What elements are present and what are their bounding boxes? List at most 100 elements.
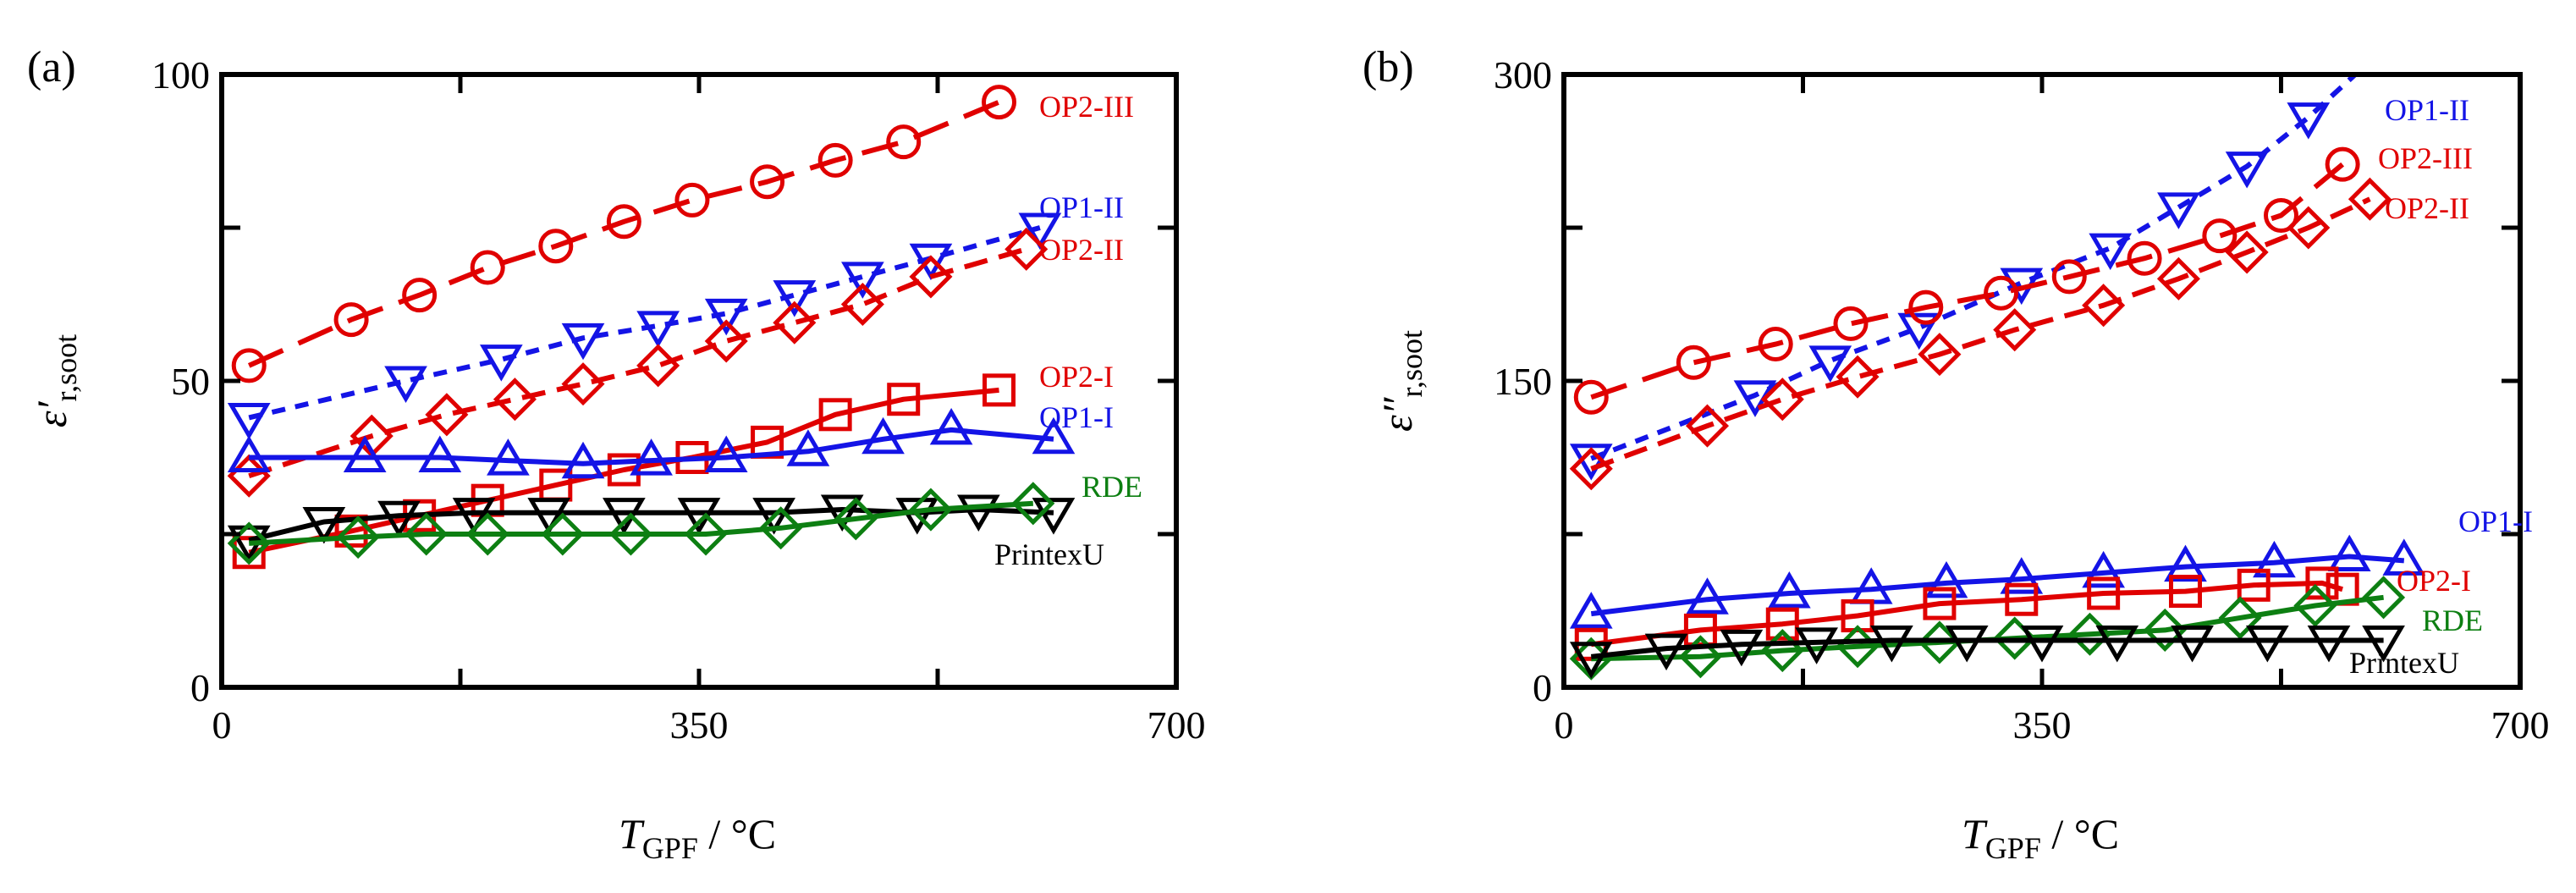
data-point (2157, 192, 2200, 229)
series-op1-i (1569, 534, 2426, 629)
data-point (2051, 259, 2087, 295)
data-point (1686, 577, 1729, 615)
data-point (1870, 625, 1913, 663)
data-point (2143, 608, 2187, 652)
y-tick-label: 150 (1494, 360, 1552, 403)
y-tick-label: 0 (1533, 666, 1552, 709)
panel-a: 0 350 700 0 50 100 (a) TGPF / °C ε′r,soot OP2-III… (27, 43, 1206, 865)
data-point (561, 322, 605, 361)
series-label-printexu: PrintexU (994, 537, 1104, 571)
data-point (2225, 152, 2269, 189)
data-point (343, 435, 387, 472)
data-point (1984, 275, 2019, 311)
data-point (1760, 378, 1804, 422)
data-point (2082, 284, 2126, 328)
data-point (1908, 289, 1944, 325)
series-line (247, 99, 1000, 368)
data-point (384, 366, 427, 403)
panel-label: (b) (1362, 43, 1414, 91)
data-point (425, 393, 469, 437)
data-point (1765, 607, 1799, 641)
data-point (2089, 233, 2133, 271)
x-axis-title: TGPF / °C (619, 810, 776, 865)
data-point (2095, 625, 2139, 663)
data-point (1833, 306, 1869, 341)
data-point (1897, 312, 1941, 350)
data-point (2293, 583, 2337, 628)
data-point (302, 507, 346, 544)
x-axis-title: TGPF / °C (1962, 810, 2119, 865)
data-point (608, 512, 652, 556)
data-point (886, 124, 922, 160)
data-point (2382, 538, 2426, 576)
data-point (786, 429, 830, 466)
data-point (817, 142, 853, 178)
x-tick-label: 0 (212, 703, 232, 747)
data-point (1573, 379, 1609, 415)
data-point (2237, 568, 2271, 602)
data-point (227, 402, 271, 440)
data-point (452, 498, 496, 535)
data-point (2287, 206, 2331, 250)
data-point (2305, 566, 2339, 600)
data-point (561, 362, 605, 406)
series-op2-i (232, 373, 1016, 570)
data-point (983, 373, 1016, 407)
series-label-rde: RDE (1082, 470, 1142, 504)
data-point (704, 298, 748, 336)
series-line (248, 387, 999, 555)
data-point (402, 278, 438, 313)
plot-area (1569, 74, 2426, 681)
data-point (834, 497, 878, 541)
y-tick-label: 100 (151, 53, 210, 96)
axes-frame (219, 72, 1179, 690)
series-label-printexu: PrintexU (2349, 646, 2459, 680)
data-point (759, 506, 803, 550)
series-label-rde: RDE (2422, 604, 2483, 637)
data-point (1032, 498, 1076, 535)
series-label-op1-i: OP1-I (1039, 400, 1114, 434)
series-label-op2-i: OP2-I (2397, 564, 2471, 598)
y-axis-title: ε′r,soot (28, 334, 83, 427)
data-point (2020, 625, 2064, 663)
data-point (1032, 416, 1076, 455)
data-point (2362, 625, 2405, 663)
series-line (1590, 196, 2371, 471)
series-line (1590, 162, 2345, 400)
series-line (249, 427, 1054, 466)
series-line (1590, 580, 2343, 648)
data-point (636, 311, 680, 348)
data-point (1768, 571, 1811, 609)
data-point (704, 435, 748, 472)
data-point (538, 229, 574, 264)
data-point (1836, 355, 1880, 399)
data-point (630, 438, 673, 476)
data-point (2164, 544, 2207, 582)
data-point (1923, 587, 1957, 620)
data-point (607, 453, 641, 487)
series-op2-i (1574, 566, 2359, 661)
data-point (818, 398, 852, 432)
series-label-op1-i: OP1-I (2458, 504, 2533, 538)
series-label-op2-ii: OP2-II (2385, 191, 2469, 225)
data-point (418, 435, 462, 472)
data-point (1758, 327, 1793, 362)
data-point (2000, 557, 2044, 594)
data-point (750, 164, 785, 200)
data-point (231, 348, 267, 383)
y-tick-label: 50 (171, 360, 210, 403)
data-point (1644, 633, 1688, 671)
series-label-op2-iii: OP2-III (2378, 141, 2473, 175)
x-tick-label: 350 (670, 703, 729, 747)
x-tick-label: 700 (1148, 703, 1206, 747)
series-label-op1-ii: OP1-II (1039, 190, 1124, 224)
series-op2-ii (1569, 177, 2392, 491)
data-point (684, 512, 728, 556)
series-op2-iii (1573, 146, 2360, 415)
data-point (895, 498, 939, 535)
data-point (2348, 177, 2392, 221)
data-point (2246, 625, 2289, 663)
series-line (249, 500, 1033, 546)
series-op1-ii (1569, 74, 2359, 481)
data-point (2287, 102, 2331, 140)
